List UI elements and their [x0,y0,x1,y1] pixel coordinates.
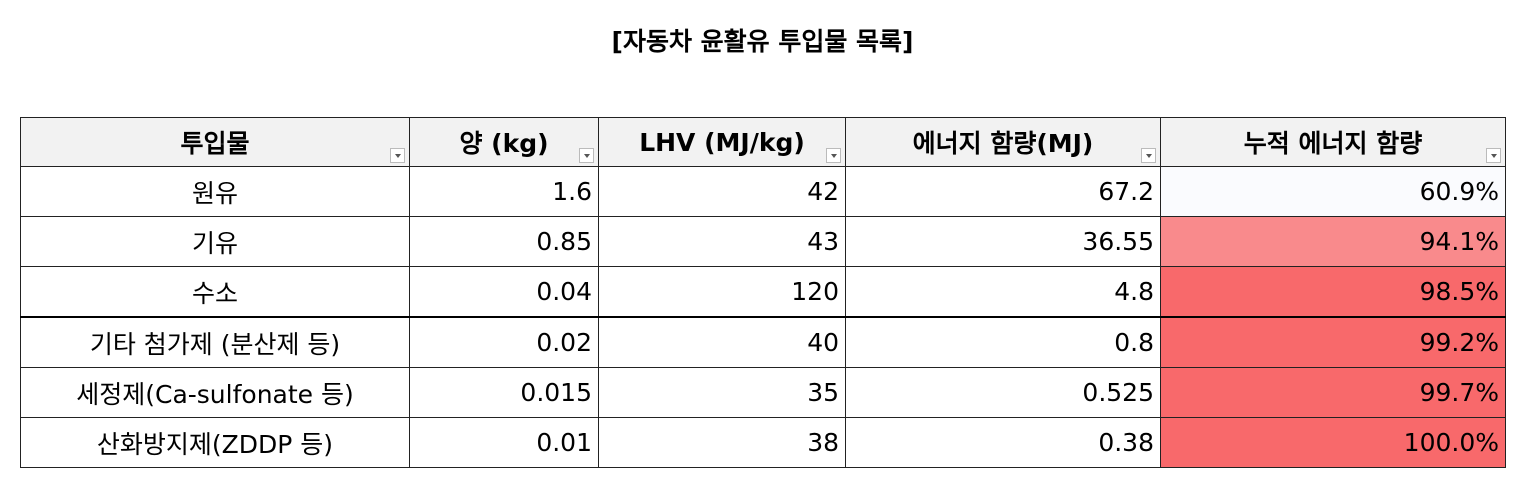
header-cell: 에너지 함량(MJ) [845,117,1161,167]
header-text: 양 (kg) [459,129,549,158]
table-cell: 기타 첨가제 (분산제 등) [20,316,410,368]
table-cell: 42 [598,166,846,217]
filter-button[interactable] [390,148,405,163]
table-cell: 43 [598,216,846,267]
table-body: 원유 1.6 42 67.2 60.9% 기유 0.85 43 36.55 94.1% 수소 0.04… [20,166,1506,468]
header-cell: 투입물 [20,117,410,167]
table-cell: 0.02 [409,316,599,368]
table-cell: 94.1% [1160,216,1506,267]
filter-button[interactable] [1486,148,1501,163]
table-cell: 36.55 [845,216,1161,267]
table-cell: 40 [598,316,846,368]
table-row: 기유 0.85 43 36.55 94.1% [20,216,1506,267]
table-row: 수소 0.04 120 4.8 98.5% [20,266,1506,318]
table-cell: 0.525 [845,367,1161,418]
header-row: 투입물 양 (kg) LHV (MJ/kg) 에너지 함량(MJ) 누적 에너지 함량 [20,117,1506,167]
table-cell: 0.04 [409,266,599,318]
header-text: 에너지 함량(MJ) [912,129,1094,158]
title: [자동차 윤활유 투입물 목록] [611,27,914,56]
header-cell: LHV (MJ/kg) [598,117,846,167]
header-cell: 양 (kg) [409,117,599,167]
table-cell: 100.0% [1160,417,1506,468]
table-cell: 60.9% [1160,166,1506,217]
table-cell: 기유 [20,216,410,267]
data-table: 투입물 양 (kg) LHV (MJ/kg) 에너지 함량(MJ) 누적 에너지 함량 … [20,117,1506,468]
table-cell: 산화방지제(ZDDP 등) [20,417,410,468]
table-row: 산화방지제(ZDDP 등) 0.01 38 0.38 100.0% [20,417,1506,468]
table-cell: 수소 [20,266,410,318]
table-row: 기타 첨가제 (분산제 등) 0.02 40 0.8 99.2% [20,316,1506,368]
table-cell: 99.2% [1160,316,1506,368]
filter-button[interactable] [826,148,841,163]
table-row: 세정제(Ca-sulfonate 등) 0.015 35 0.525 99.7% [20,367,1506,418]
table-cell: 0.85 [409,216,599,267]
header-text: 투입물 [180,129,250,158]
table-cell: 4.8 [845,266,1161,318]
filter-button[interactable] [1141,148,1156,163]
filter-button[interactable] [579,148,594,163]
table-cell: 120 [598,266,846,318]
table-cell: 1.6 [409,166,599,217]
table-cell: 35 [598,367,846,418]
table-cell: 0.015 [409,367,599,418]
header-text: 누적 에너지 함량 [1243,129,1423,158]
table-cell: 0.8 [845,316,1161,368]
header-cell: 누적 에너지 함량 [1160,117,1506,167]
table-cell: 98.5% [1160,266,1506,318]
table-cell: 0.01 [409,417,599,468]
table-row: 원유 1.6 42 67.2 60.9% [20,166,1506,217]
table-cell: 0.38 [845,417,1161,468]
table-cell: 세정제(Ca-sulfonate 등) [20,367,410,418]
table-cell: 99.7% [1160,367,1506,418]
table-cell: 38 [598,417,846,468]
table-cell: 원유 [20,166,410,217]
table-cell: 67.2 [845,166,1161,217]
header-text: LHV (MJ/kg) [639,127,805,157]
